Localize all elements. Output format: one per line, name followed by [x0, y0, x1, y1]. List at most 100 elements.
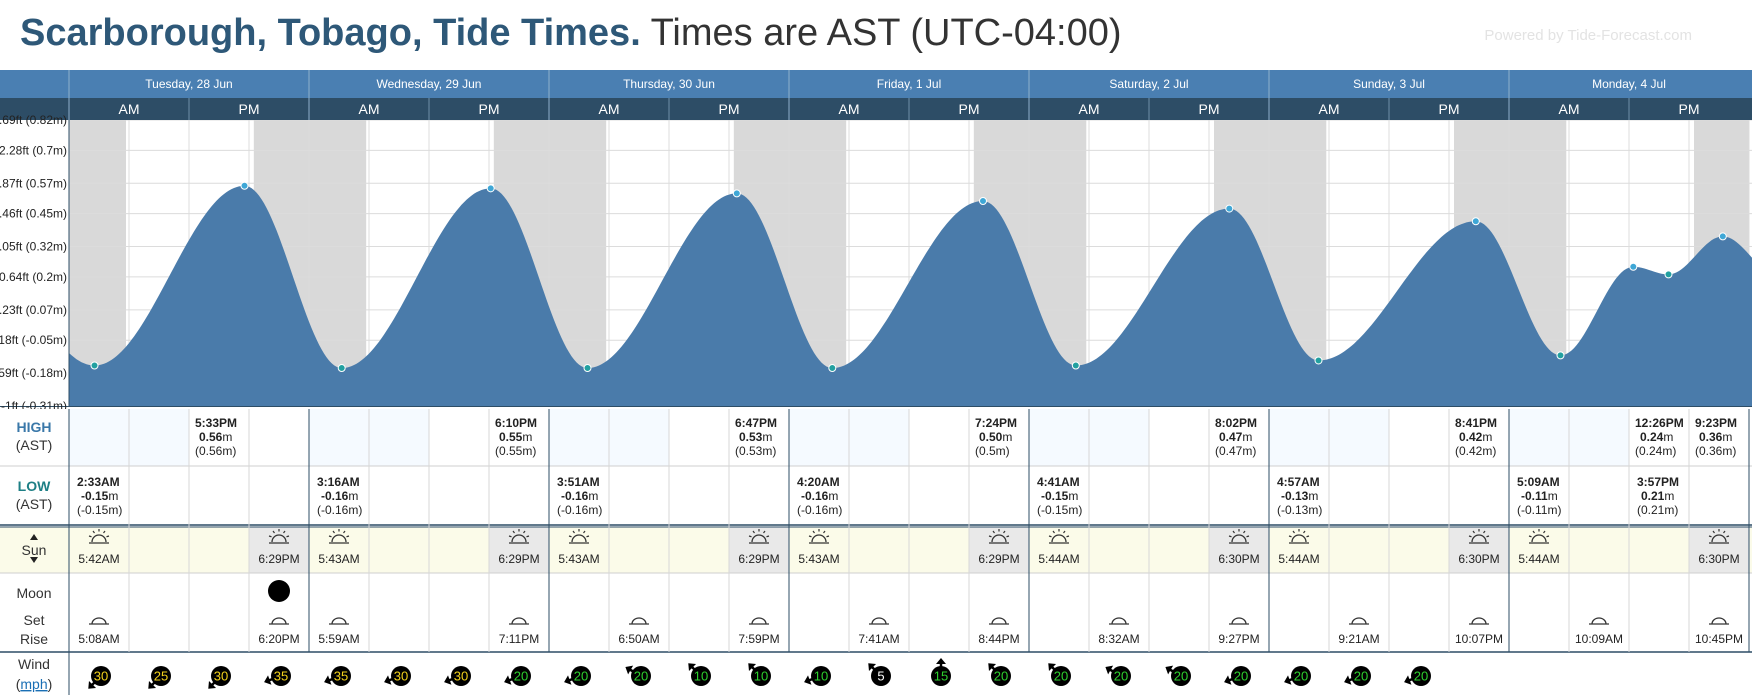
sun-ray: [586, 535, 590, 538]
moon-time: 8:32AM: [1098, 632, 1139, 646]
sunset-time: 6:30PM: [1458, 552, 1499, 566]
high-cell-bg: [1509, 409, 1569, 466]
high-cell-bg: [609, 409, 669, 466]
high-tide-metric: (0.5m): [975, 444, 1010, 458]
sunrise-time: 5:43AM: [558, 552, 599, 566]
sunrise-time: 5:44AM: [1278, 552, 1319, 566]
wind-speed: 20: [634, 669, 648, 684]
sun-ray: [283, 530, 286, 534]
pm-label: PM: [239, 101, 260, 117]
moon-horizon-icon: [1349, 617, 1369, 625]
sun-ray: [763, 530, 766, 534]
sun-ray: [523, 530, 526, 534]
low-tide-metric: (-0.15m): [77, 503, 122, 517]
wind-speed: 10: [694, 669, 708, 684]
day-label: Saturday, 2 Jul: [1109, 77, 1188, 91]
wind-speed: 20: [1114, 669, 1128, 684]
day-label: Monday, 4 Jul: [1592, 77, 1666, 91]
high-tide-height: 0.56m: [199, 430, 232, 444]
sun-disc: [1471, 534, 1487, 543]
sun-ray: [1723, 530, 1726, 534]
sunrise-time: 5:44AM: [1038, 552, 1079, 566]
moon-horizon-icon: [1469, 617, 1489, 625]
high-tide-time: 8:41PM: [1455, 416, 1497, 430]
sun-disc: [751, 534, 767, 543]
high-tide-point: [1718, 232, 1727, 241]
sunset-icon: [988, 529, 1010, 544]
moon-horizon-icon: [509, 617, 529, 625]
wind-unit-label: (mph): [16, 676, 53, 692]
sun-ray: [286, 535, 290, 538]
wind-circle: [1171, 666, 1191, 686]
high-tide-metric: (0.36m): [1695, 444, 1736, 458]
moon-horizon-icon: [989, 617, 1009, 625]
wind-circle: [1051, 666, 1071, 686]
moon-arc: [511, 617, 527, 625]
am-label: AM: [839, 101, 860, 117]
sunrise-icon: [1528, 529, 1550, 544]
sunset-time: 6:29PM: [258, 552, 299, 566]
wind-indicator: 35: [264, 666, 291, 686]
sun-ray: [1708, 535, 1712, 538]
low-tide-height: -0.16m: [801, 489, 838, 503]
wind-speed: 30: [394, 669, 408, 684]
sun-ray: [1232, 530, 1235, 534]
wind-unit-link[interactable]: mph: [20, 676, 47, 692]
wind-circle: [751, 666, 771, 686]
sun-ray: [1543, 530, 1546, 534]
low-tide-time: 4:41AM: [1037, 475, 1080, 489]
high-tide-height: 0.55m: [499, 430, 532, 444]
new-moon-icon: [268, 580, 290, 602]
wind-circle: [211, 666, 231, 686]
moon-horizon-icon: [329, 617, 349, 625]
wind-indicator: 10: [688, 663, 711, 686]
high-cell-bg: [69, 409, 129, 466]
sunset-icon: [1228, 529, 1250, 544]
sunset-cell-bg: [1689, 527, 1749, 573]
sun-ray: [346, 535, 350, 538]
day-header-bar: [0, 70, 1752, 98]
wind-arrow-head: [1284, 675, 1292, 685]
high-tide-point: [486, 184, 495, 193]
high-cell-bg: [1329, 409, 1389, 466]
low-tide-time: 3:51AM: [557, 475, 600, 489]
y-axis: -1ft (-0.31m)-0.59ft (-0.18m)-0.18ft (-0…: [0, 113, 70, 413]
wind-indicator: 20: [1105, 665, 1131, 686]
low-tide-height: -0.13m: [1281, 489, 1318, 503]
moon-arc: [91, 617, 107, 625]
low-tide-point: [337, 364, 346, 373]
moon-arc: [871, 617, 887, 625]
sun-row-label: Sun: [22, 542, 47, 558]
sunset-icon: [748, 529, 770, 544]
day-label: Thursday, 30 Jun: [623, 77, 715, 91]
powered-by-link[interactable]: Powered by Tide-Forecast.com: [1484, 27, 1692, 44]
low-tide-height: -0.15m: [1041, 489, 1078, 503]
sun-ray: [272, 530, 275, 534]
moon-horizon-icon: [89, 617, 109, 625]
wind-speed: 20: [574, 669, 588, 684]
sun-ray: [1532, 530, 1535, 534]
wind-indicator: 20: [988, 663, 1011, 686]
wind-indicator: 5: [868, 663, 891, 686]
high-tide-metric: (0.42m): [1455, 444, 1496, 458]
sunset-time: 6:29PM: [978, 552, 1019, 566]
sunrise-icon: [1288, 529, 1310, 544]
wind-circle: [331, 666, 351, 686]
wind-arrow-head: [1344, 675, 1352, 685]
low-tide-time: 4:20AM: [797, 475, 840, 489]
low-tide-metric: (-0.16m): [797, 503, 842, 517]
sun-disc: [331, 534, 347, 543]
high-cell-bg: [1569, 409, 1629, 466]
low-tide-height: -0.16m: [321, 489, 358, 503]
sun-ray: [1712, 530, 1715, 534]
high-tide-point: [1629, 262, 1638, 271]
moon-time: 10:07PM: [1455, 632, 1503, 646]
wind-arrow-head: [1048, 663, 1057, 672]
wind-indicator: 35: [324, 666, 351, 686]
low-tide-metric: (-0.16m): [317, 503, 362, 517]
sun-ray: [823, 530, 826, 534]
low-tide-time: 2:33AM: [77, 475, 120, 489]
sunset-icon: [268, 529, 290, 544]
sun-ray: [1483, 530, 1486, 534]
moon-horizon-icon: [269, 617, 289, 625]
